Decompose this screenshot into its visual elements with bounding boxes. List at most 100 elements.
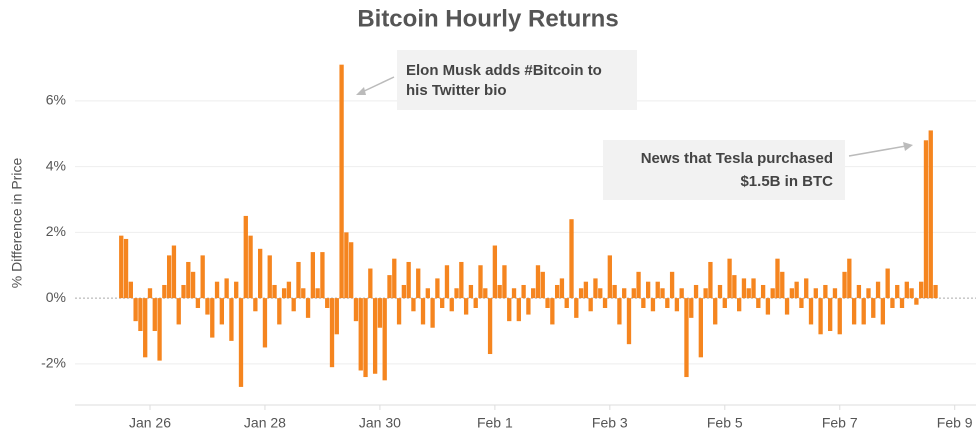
bar [708,261,713,299]
bar [334,298,339,335]
bar [392,258,397,299]
bar [238,298,244,387]
bar [617,298,622,325]
bar [147,288,153,299]
bar [425,288,430,299]
bar [751,278,756,299]
bar [344,232,349,299]
bar [823,284,828,299]
bar [851,298,857,325]
bar [310,252,316,299]
bar [804,278,809,299]
bar [123,238,129,299]
bar [315,288,320,299]
bar [507,298,512,322]
bar [176,298,181,325]
bar [535,265,541,299]
bar [205,298,210,315]
bar [339,64,344,299]
bar [478,265,483,299]
x-tick-label: Feb 7 [822,415,858,431]
bar [641,298,646,308]
x-tick-label: Feb 3 [592,415,628,431]
bar [258,248,263,299]
annotation-text: his Twitter bio [406,82,507,99]
bar [655,281,660,299]
bar [559,278,565,299]
bar [622,288,627,299]
bar [737,298,742,312]
bar [669,271,675,299]
bar [363,298,368,378]
bar [818,298,823,335]
bar [832,288,838,299]
bar [799,298,804,308]
bar [722,298,727,308]
bar [933,284,938,299]
bar [473,298,478,308]
arrow-head [903,142,913,151]
bar [416,268,421,299]
y-tick-label: 4% [46,157,66,173]
bar [353,298,359,322]
bar [511,288,517,299]
bar [497,284,502,299]
bar [564,298,569,308]
bar [368,268,373,299]
bar [578,288,584,299]
annotation-text: News that Tesla purchased [641,150,833,167]
bar [885,268,890,299]
bar [162,284,167,299]
bar [358,298,363,371]
bar [574,298,579,318]
annotation-text: Elon Musk adds #Bitcoin to [406,62,602,79]
bar [660,288,665,299]
bar [674,298,680,312]
bar [550,298,555,325]
bar [166,255,172,299]
bar [171,245,177,299]
x-tick-label: Jan 28 [244,415,286,431]
bar [875,281,881,299]
x-tick-label: Jan 26 [129,415,171,431]
bar [789,288,795,299]
bar [377,298,383,328]
bar [775,258,780,299]
bar [186,261,191,299]
bar [741,278,747,299]
bar [320,252,325,299]
bar [286,281,292,299]
bar [301,288,306,299]
bar [717,284,723,299]
bar [420,298,426,325]
bar [502,265,507,299]
bar [516,298,521,322]
bar [440,298,445,308]
x-tick-label: Jan 30 [359,415,401,431]
bar [224,278,229,299]
bar [449,298,454,312]
bar [588,298,593,312]
bar [760,284,766,299]
bar [210,298,215,338]
bar [703,288,708,299]
y-axis-label: % Difference in Price [9,158,25,289]
bar [248,235,253,299]
bar [272,284,277,299]
bar [607,255,612,299]
bar [636,271,641,299]
bar [861,298,866,325]
bar [190,271,196,299]
bar [598,288,603,299]
bar [459,261,464,299]
bar [119,235,124,299]
bar [531,288,536,299]
arrow-head [356,87,366,95]
bar [195,298,201,308]
bar [382,298,387,381]
annotation-arrow [359,76,395,94]
bar [540,271,545,299]
bar [143,298,148,358]
bar [756,298,761,308]
bar [727,258,732,299]
